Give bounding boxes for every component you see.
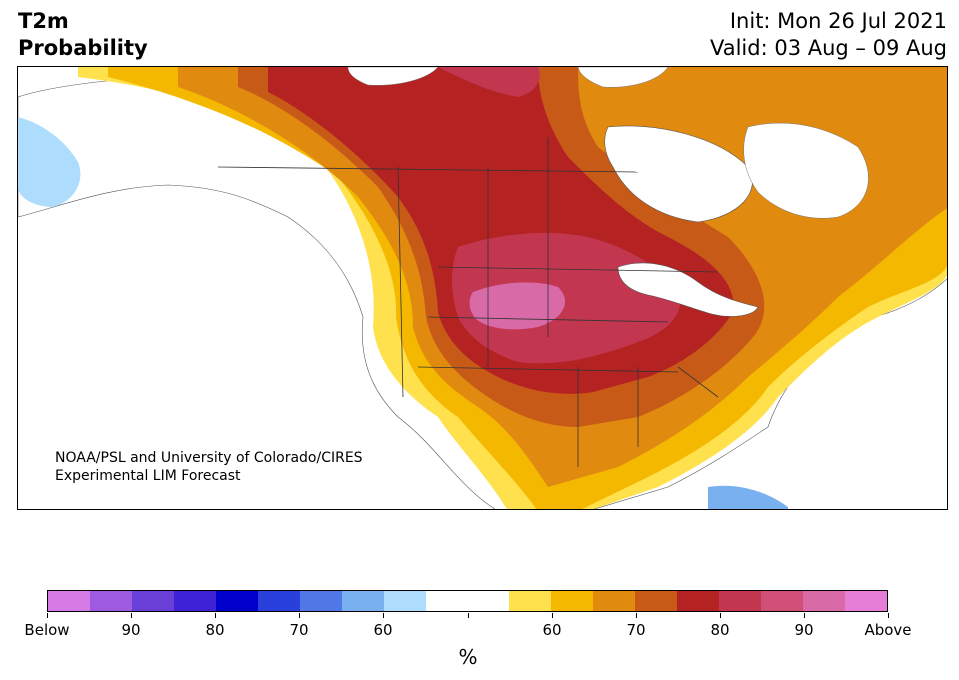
colorbar-tick-label: 80 — [205, 621, 225, 639]
political-borders — [217, 137, 719, 467]
colorbar-swatch — [131, 591, 174, 611]
colorbar-swatch — [173, 591, 216, 611]
colorbar-tick-label: 60 — [542, 621, 562, 639]
colorbar-tick-label: 90 — [121, 621, 141, 639]
alaska-blue — [18, 117, 81, 207]
colorbar-swatch — [593, 591, 636, 611]
colorbar-tick — [636, 613, 637, 618]
colorbar-swatch — [803, 591, 846, 611]
colorbar-tick-label: 70 — [626, 621, 646, 639]
credit-line-2: Experimental LIM Forecast — [55, 468, 241, 484]
colorbar-tick — [299, 613, 300, 618]
band-rose — [469, 282, 566, 330]
band-crimson-north — [438, 67, 540, 97]
colorbar-tick — [888, 613, 889, 618]
colorbar-tick — [468, 613, 469, 618]
colorbar-tick-label: 70 — [289, 621, 309, 639]
map-canvas — [18, 67, 947, 509]
labrador-region — [743, 122, 869, 219]
init-date: Init: Mon 26 Jul 2021 — [729, 9, 947, 33]
colorbar-tick — [720, 613, 721, 618]
colorbar-swatch — [845, 591, 888, 611]
colorbar-swatch — [425, 591, 468, 611]
colorbar-tick-label: 60 — [373, 621, 393, 639]
map-title: T2m Probability — [18, 8, 148, 62]
colorbar-swatch — [299, 591, 342, 611]
colorbar-tick — [383, 613, 384, 618]
colorbar-tick-label: Above — [864, 621, 912, 639]
colorbar-swatch — [383, 591, 426, 611]
colorbar-swatch — [215, 591, 258, 611]
colorbar-unit: % — [458, 645, 478, 669]
colorbar-swatch — [551, 591, 594, 611]
colorbar-tick-label: 80 — [710, 621, 730, 639]
colorbar-tick — [131, 613, 132, 618]
credit-line-1: NOAA/PSL and University of Colorado/CIRE… — [55, 450, 363, 466]
arctic-islands — [347, 67, 669, 88]
colorbar-swatch — [635, 591, 678, 611]
caribbean-blue — [708, 485, 788, 509]
colorbar — [47, 590, 888, 612]
colorbar-swatch — [467, 591, 510, 611]
title-line-2: Probability — [18, 36, 148, 60]
colorbar-swatch — [509, 591, 552, 611]
great-lakes — [617, 262, 759, 317]
colorbar-tick-label: 90 — [794, 621, 814, 639]
colorbar-tick — [552, 613, 553, 618]
colorbar-swatch — [761, 591, 804, 611]
credit-text: NOAA/PSL and University of Colorado/CIRE… — [55, 449, 363, 485]
colorbar-tick — [215, 613, 216, 618]
colorbar-tick — [804, 613, 805, 618]
colorbar-swatch — [257, 591, 300, 611]
colorbar-swatch — [89, 591, 132, 611]
colorbar-tick — [47, 613, 48, 618]
colorbar-tick-label: Below — [24, 621, 70, 639]
colorbar-swatch — [341, 591, 384, 611]
colorbar-swatch — [719, 591, 762, 611]
title-line-1: T2m — [18, 9, 69, 33]
hudson-bay — [604, 125, 753, 223]
probability-map — [17, 66, 948, 510]
forecast-dates: Init: Mon 26 Jul 2021 Valid: 03 Aug – 09… — [710, 8, 947, 62]
valid-range: Valid: 03 Aug – 09 Aug — [709, 36, 947, 60]
colorbar-swatch — [677, 591, 720, 611]
colorbar-swatch — [48, 591, 90, 611]
